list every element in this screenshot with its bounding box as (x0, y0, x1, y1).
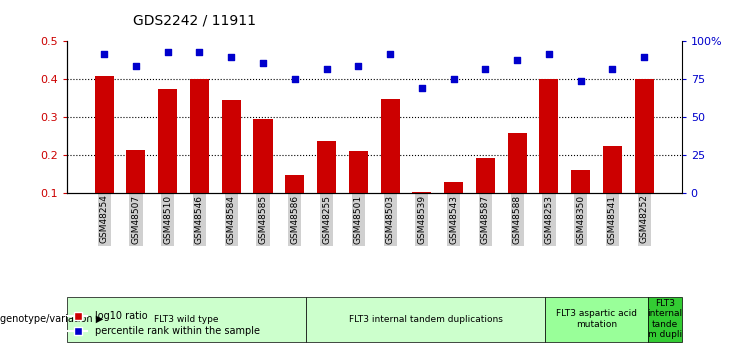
Point (353, 63, 365, 68)
Point (511, 57, 523, 62)
Point (384, 51, 396, 56)
Bar (603, 146, 622, 193)
Bar (95, 76, 113, 193)
Text: genotype/variation ▶: genotype/variation ▶ (0, 314, 103, 324)
Point (99, 51, 110, 56)
Bar (508, 133, 527, 193)
Bar (444, 182, 463, 193)
Bar (571, 170, 591, 193)
Bar (317, 141, 336, 193)
Text: FLT3 wild type: FLT3 wild type (154, 315, 219, 324)
Text: GDS2242 / 11911: GDS2242 / 11911 (133, 14, 256, 28)
Point (448, 77, 459, 82)
Point (416, 86, 428, 91)
Bar (253, 119, 273, 193)
Bar (190, 79, 209, 193)
Point (575, 78, 587, 83)
Point (162, 49, 173, 55)
Point (130, 63, 142, 68)
Bar (476, 158, 495, 193)
Bar (127, 150, 145, 193)
Point (225, 54, 237, 59)
Bar (539, 79, 559, 193)
Bar (158, 89, 177, 193)
Bar (285, 175, 305, 193)
Point (193, 49, 205, 55)
Legend: log10 ratio, percentile rank within the sample: log10 ratio, percentile rank within the … (64, 307, 264, 340)
Point (543, 51, 555, 56)
Bar (222, 100, 241, 193)
Bar (381, 99, 399, 193)
Point (607, 66, 619, 71)
Point (289, 77, 301, 82)
Point (257, 60, 269, 66)
Point (321, 66, 333, 71)
Bar (349, 151, 368, 193)
Text: FLT3 internal tandem duplications: FLT3 internal tandem duplications (348, 315, 502, 324)
Bar (635, 79, 654, 193)
Text: FLT3
internal
tande
m dupli: FLT3 internal tande m dupli (647, 299, 682, 339)
Point (479, 66, 491, 71)
Text: FLT3 aspartic acid
mutation: FLT3 aspartic acid mutation (556, 309, 637, 329)
Point (638, 54, 650, 59)
